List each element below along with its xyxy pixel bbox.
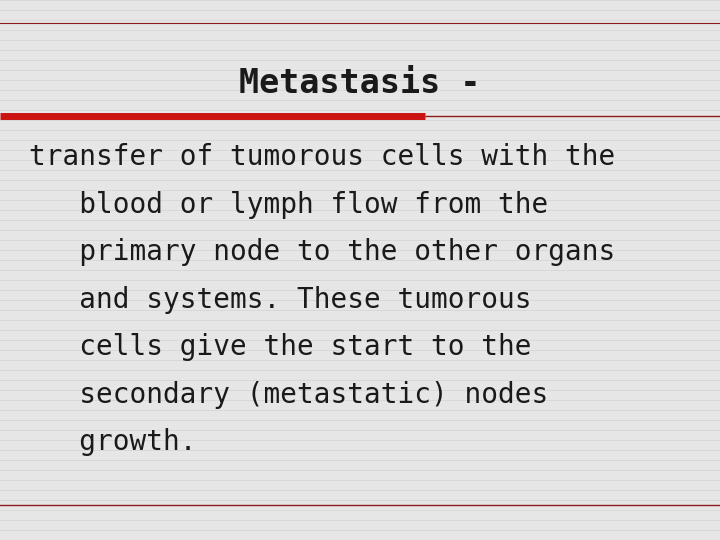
Text: transfer of tumorous cells with the: transfer of tumorous cells with the [29, 143, 615, 171]
Text: and systems. These tumorous: and systems. These tumorous [29, 286, 531, 314]
Text: blood or lymph flow from the: blood or lymph flow from the [29, 191, 548, 219]
Text: secondary (metastatic) nodes: secondary (metastatic) nodes [29, 381, 548, 409]
Text: primary node to the other organs: primary node to the other organs [29, 238, 615, 266]
Text: cells give the start to the: cells give the start to the [29, 333, 531, 361]
Text: growth.: growth. [29, 428, 197, 456]
Text: Metastasis -: Metastasis - [239, 67, 481, 100]
